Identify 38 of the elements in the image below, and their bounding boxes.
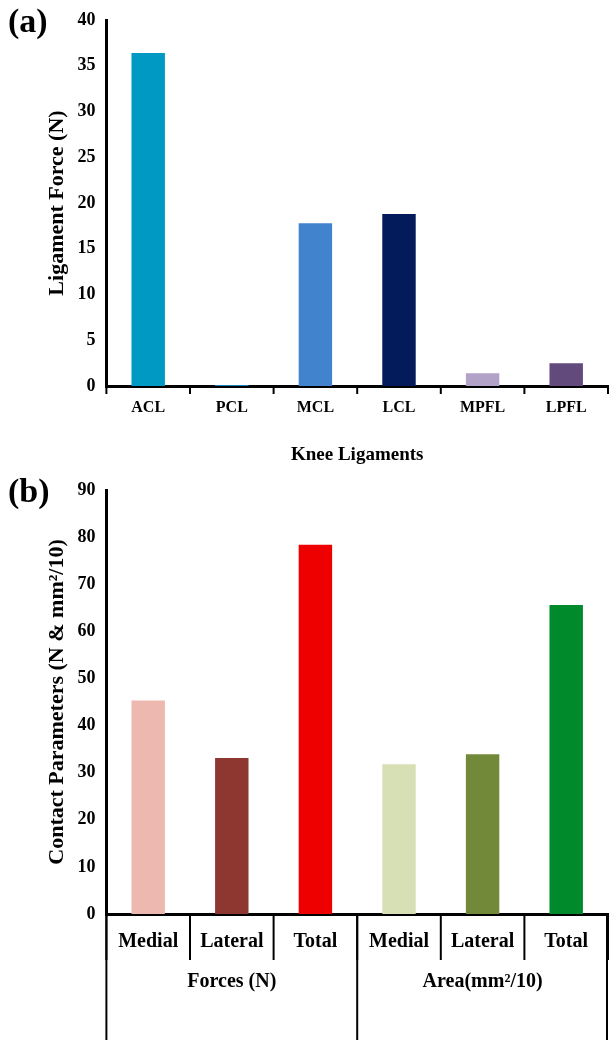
- y-tick-label: 30: [77, 761, 96, 782]
- x-tick-label: Total: [544, 929, 589, 952]
- x-tick-label: Total: [293, 929, 338, 952]
- y-tick-label: 30: [77, 100, 96, 121]
- x-tick-label: Medial: [118, 929, 179, 952]
- y-tick-label: 0: [86, 902, 96, 923]
- y-tick-label: 40: [77, 714, 96, 735]
- y-tick-label: 10: [77, 283, 96, 304]
- chart-title: (a): [8, 1, 48, 40]
- y-axis-title: Ligament Force (N): [42, 110, 68, 296]
- y-tick-label: 70: [77, 572, 96, 593]
- x-tick-label: ACL: [131, 397, 166, 415]
- y-tick-label: 50: [77, 667, 96, 688]
- y-tick-label: 20: [77, 808, 96, 829]
- x-tick-label: MCL: [296, 397, 335, 415]
- text: Area(mm²/10): [422, 969, 543, 993]
- y-tick-label: 40: [77, 8, 96, 29]
- y-tick-label: 5: [86, 328, 96, 349]
- y-tick-label: 90: [77, 478, 96, 499]
- y-tick-label: 60: [77, 619, 96, 640]
- x-tick-label: Lateral: [200, 929, 264, 952]
- x-tick-label: PCL: [215, 397, 248, 415]
- x-tick-label: LCL: [382, 397, 416, 415]
- y-axis-title: Contact Parameters (N & mm²/10): [42, 539, 68, 865]
- y-tick-label: 0: [86, 374, 96, 395]
- x-tick-label: Medial: [369, 929, 430, 952]
- text: Forces (N): [187, 969, 277, 993]
- y-tick-label: 20: [77, 191, 96, 212]
- y-tick-label: 25: [77, 145, 96, 166]
- y-tick-label: 80: [77, 525, 96, 546]
- x-axis-title: Knee Ligaments: [290, 442, 424, 464]
- y-tick-label: 10: [77, 855, 96, 876]
- chart-title: (b): [8, 471, 50, 510]
- x-tick-label: MPFL: [459, 397, 506, 415]
- x-tick-label: Lateral: [450, 929, 515, 952]
- y-tick-label: 15: [77, 237, 96, 258]
- x-tick-label: LPFL: [545, 397, 587, 415]
- y-tick-label: 35: [77, 54, 96, 75]
